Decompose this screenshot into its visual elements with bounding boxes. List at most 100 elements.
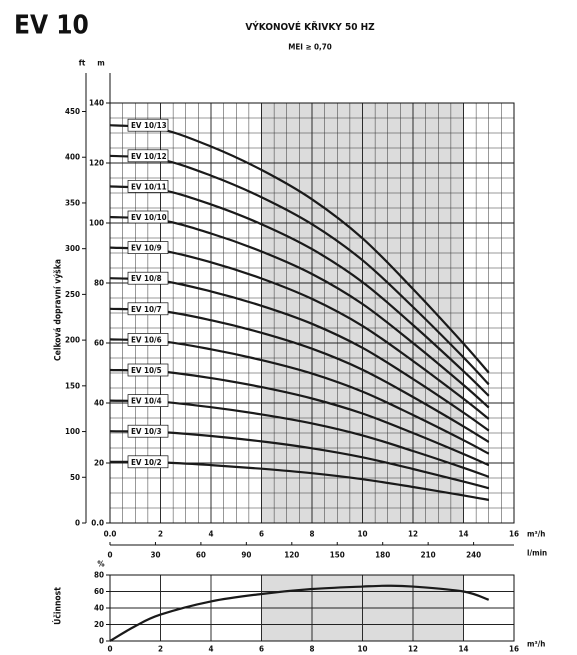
curve-label-box [127,333,169,346]
y-axis-label: Účinnost [52,587,64,625]
y-tick-label: 100 [89,219,104,228]
x-axis-label: m³/h [527,530,545,539]
curve [109,277,490,432]
x-tick-label: 14 [458,645,468,654]
y2-tick-label: 250 [65,290,80,299]
y-tick-label: 60 [94,339,104,348]
curve-label: EV 10/7 [131,305,162,314]
x-axis-label: m³/h [527,640,545,649]
y2-tick-label: 50 [70,473,80,482]
x2-tick-label: 150 [330,551,345,560]
curve-label: EV 10/13 [131,121,167,130]
x2-tick-label: 240 [466,551,481,560]
x-tick-label: 2 [158,530,163,539]
curve-label: EV 10/3 [131,427,162,436]
curve-label-box [127,118,169,132]
curve-label: EV 10/2 [131,458,162,467]
y-unit: m [97,59,105,68]
y2-tick-label: 150 [65,381,80,390]
chart-title: EV 10 [14,11,89,41]
curve-label: EV 10/4 [131,397,162,406]
y-tick-label: 60 [94,587,104,596]
curve-label: EV 10/10 [131,213,167,222]
chart-note: MEI ≥ 0,70 [288,43,332,52]
curve [109,399,490,478]
curve [109,215,490,409]
x2-tick-label: 180 [375,551,390,560]
y2-tick-label: 350 [65,198,80,207]
curve-label-box [127,394,169,407]
y2-tick-label: 0 [75,519,80,528]
x-tick-label: 16 [509,530,519,539]
y-tick-label: 40 [94,399,104,408]
curve-label: EV 10/5 [131,366,162,375]
curve-label: EV 10/11 [131,182,167,191]
curve-label-box [127,363,169,377]
curve-label-box [127,180,169,193]
curve-label-box [127,455,169,469]
curve [109,430,490,490]
curve-label-box [127,271,169,285]
y-tick-label: 80 [94,279,104,288]
curve-label-box [127,210,169,224]
x2-tick-label: 60 [196,551,206,560]
x2-axis-label: l/min [527,549,547,558]
plot-frame [109,574,515,642]
y-tick-label: 120 [89,159,104,168]
curve [109,185,490,397]
x-tick-label: 6 [259,530,264,539]
x-tick-label: 4 [208,530,213,539]
x-tick-label: 8 [309,645,314,654]
y-axis-label: Celková dopravní výška [53,259,64,361]
y-tick-label: 0.0 [91,519,104,528]
x-tick-label: 0.0 [104,530,117,539]
curve [109,124,490,374]
x-tick-label: 6 [259,645,264,654]
curve [109,338,490,455]
x-tick-label: 14 [458,530,468,539]
x-tick-label: 8 [309,530,314,539]
y-unit: % [97,560,104,569]
x2-tick-label: 30 [150,551,160,560]
x2-tick-label: 120 [284,551,299,560]
y2-tick-label: 200 [65,336,80,345]
curve-label: EV 10/12 [131,152,167,161]
y2-tick-label: 400 [65,153,80,162]
x-tick-label: 10 [357,645,367,654]
x2-tick-label: 90 [241,551,251,560]
y-tick-label: 20 [94,459,104,468]
x-tick-label: 10 [357,530,367,539]
y-tick-label: 20 [94,620,104,629]
y2-tick-label: 450 [65,107,80,116]
x-tick-label: 12 [408,530,418,539]
curve-label: EV 10/6 [131,335,162,344]
x-tick-label: 4 [208,645,213,654]
y-tick-label: 140 [89,99,104,108]
curve [109,154,490,386]
y-tick-label: 0 [99,637,104,646]
curve-label-box [127,302,169,316]
y2-unit: ft [79,59,86,68]
curve-label: EV 10/9 [131,244,162,253]
curve [109,584,490,642]
curve [109,460,489,501]
curve-label: EV 10/8 [131,274,162,283]
y-tick-label: 80 [94,571,104,580]
curve-label-box [127,241,169,254]
curve [109,307,490,443]
x-tick-label: 12 [408,645,418,654]
x-tick-label: 0 [107,645,112,654]
x-tick-label: 2 [158,645,163,654]
x-tick-label: 16 [509,645,519,654]
y-tick-label: 40 [94,604,104,613]
curve [109,368,490,467]
chart-subtitle: VÝKONOVÉ KŘIVKY 50 HZ [245,20,375,33]
x2-tick-label: 0 [107,551,112,560]
x2-tick-label: 210 [421,551,436,560]
y2-tick-label: 300 [65,244,80,253]
curve [109,246,490,420]
y2-tick-label: 100 [65,427,80,436]
curve-label-box [127,149,169,163]
curve-label-box [127,424,169,438]
